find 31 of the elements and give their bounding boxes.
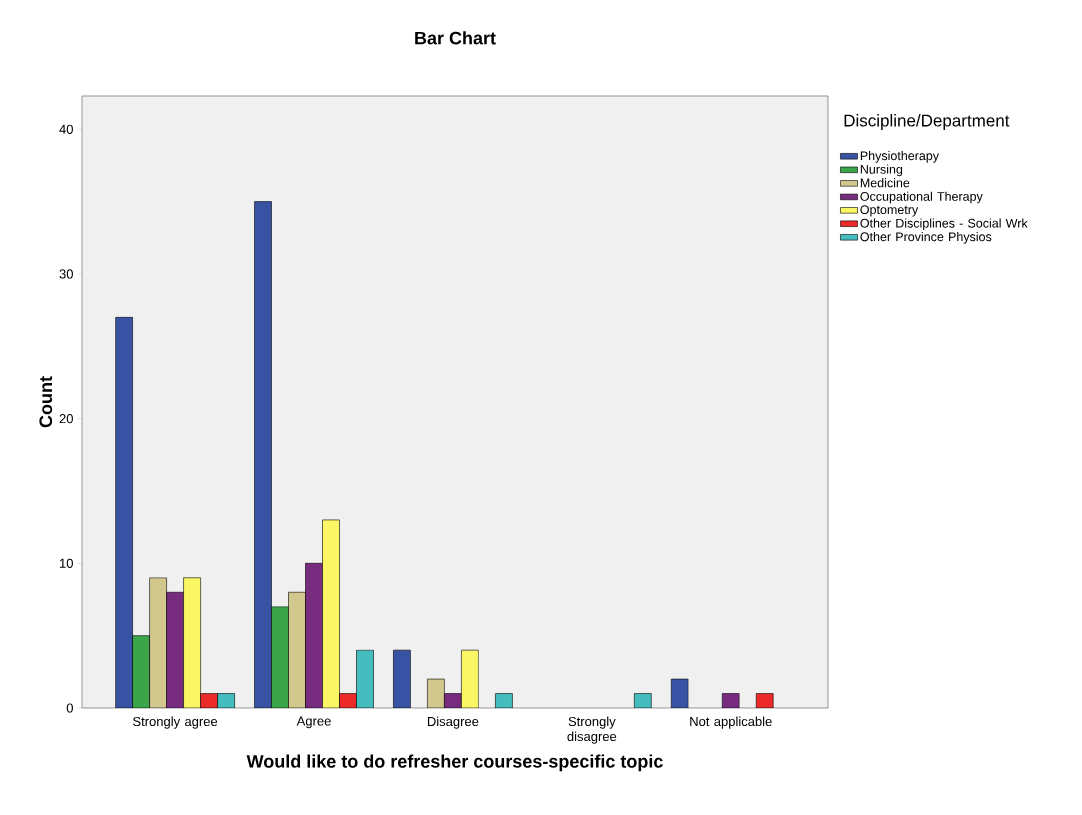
bar [254, 201, 272, 708]
bar [132, 635, 150, 708]
x-tick-label: Agree [296, 716, 331, 729]
x-tick-label: Not applicable [690, 716, 772, 729]
bar [149, 577, 167, 708]
y-tick-label: 10 [60, 558, 73, 568]
legend-label: Optometry [860, 205, 919, 217]
bar [115, 317, 133, 708]
legend-label: Medicine [860, 178, 910, 188]
x-axis-title: Would like to do refresher courses-specific topic [246, 754, 663, 772]
y-tick-label: 20 [59, 414, 73, 424]
y-tick-label: 40 [59, 124, 73, 134]
legend-label: Other Disciplines - Social Wrk [860, 218, 1028, 231]
x-tick-label: Strongly agree [133, 716, 218, 729]
legend-label: Physiotherapy [860, 150, 940, 163]
bar [271, 606, 289, 708]
legend-label: Occupational Therapy [860, 191, 983, 204]
chart-title: Bar Chart [415, 31, 496, 45]
y-tick-label: 30 [59, 269, 73, 279]
x-tick-label: Strongly disagree [567, 716, 617, 744]
bar [305, 563, 323, 708]
y-axis-title: Count [39, 376, 53, 428]
bar [356, 649, 374, 708]
legend-title: Discipline/Department [844, 114, 1010, 130]
bar [166, 591, 184, 708]
y-tick-label: 0 [66, 703, 73, 713]
bar [288, 591, 306, 708]
x-tick-label: Disagree [427, 716, 479, 729]
bar [393, 649, 411, 708]
legend-label: Nursing [860, 164, 903, 177]
legend-label: Other Province Physios [860, 232, 992, 244]
